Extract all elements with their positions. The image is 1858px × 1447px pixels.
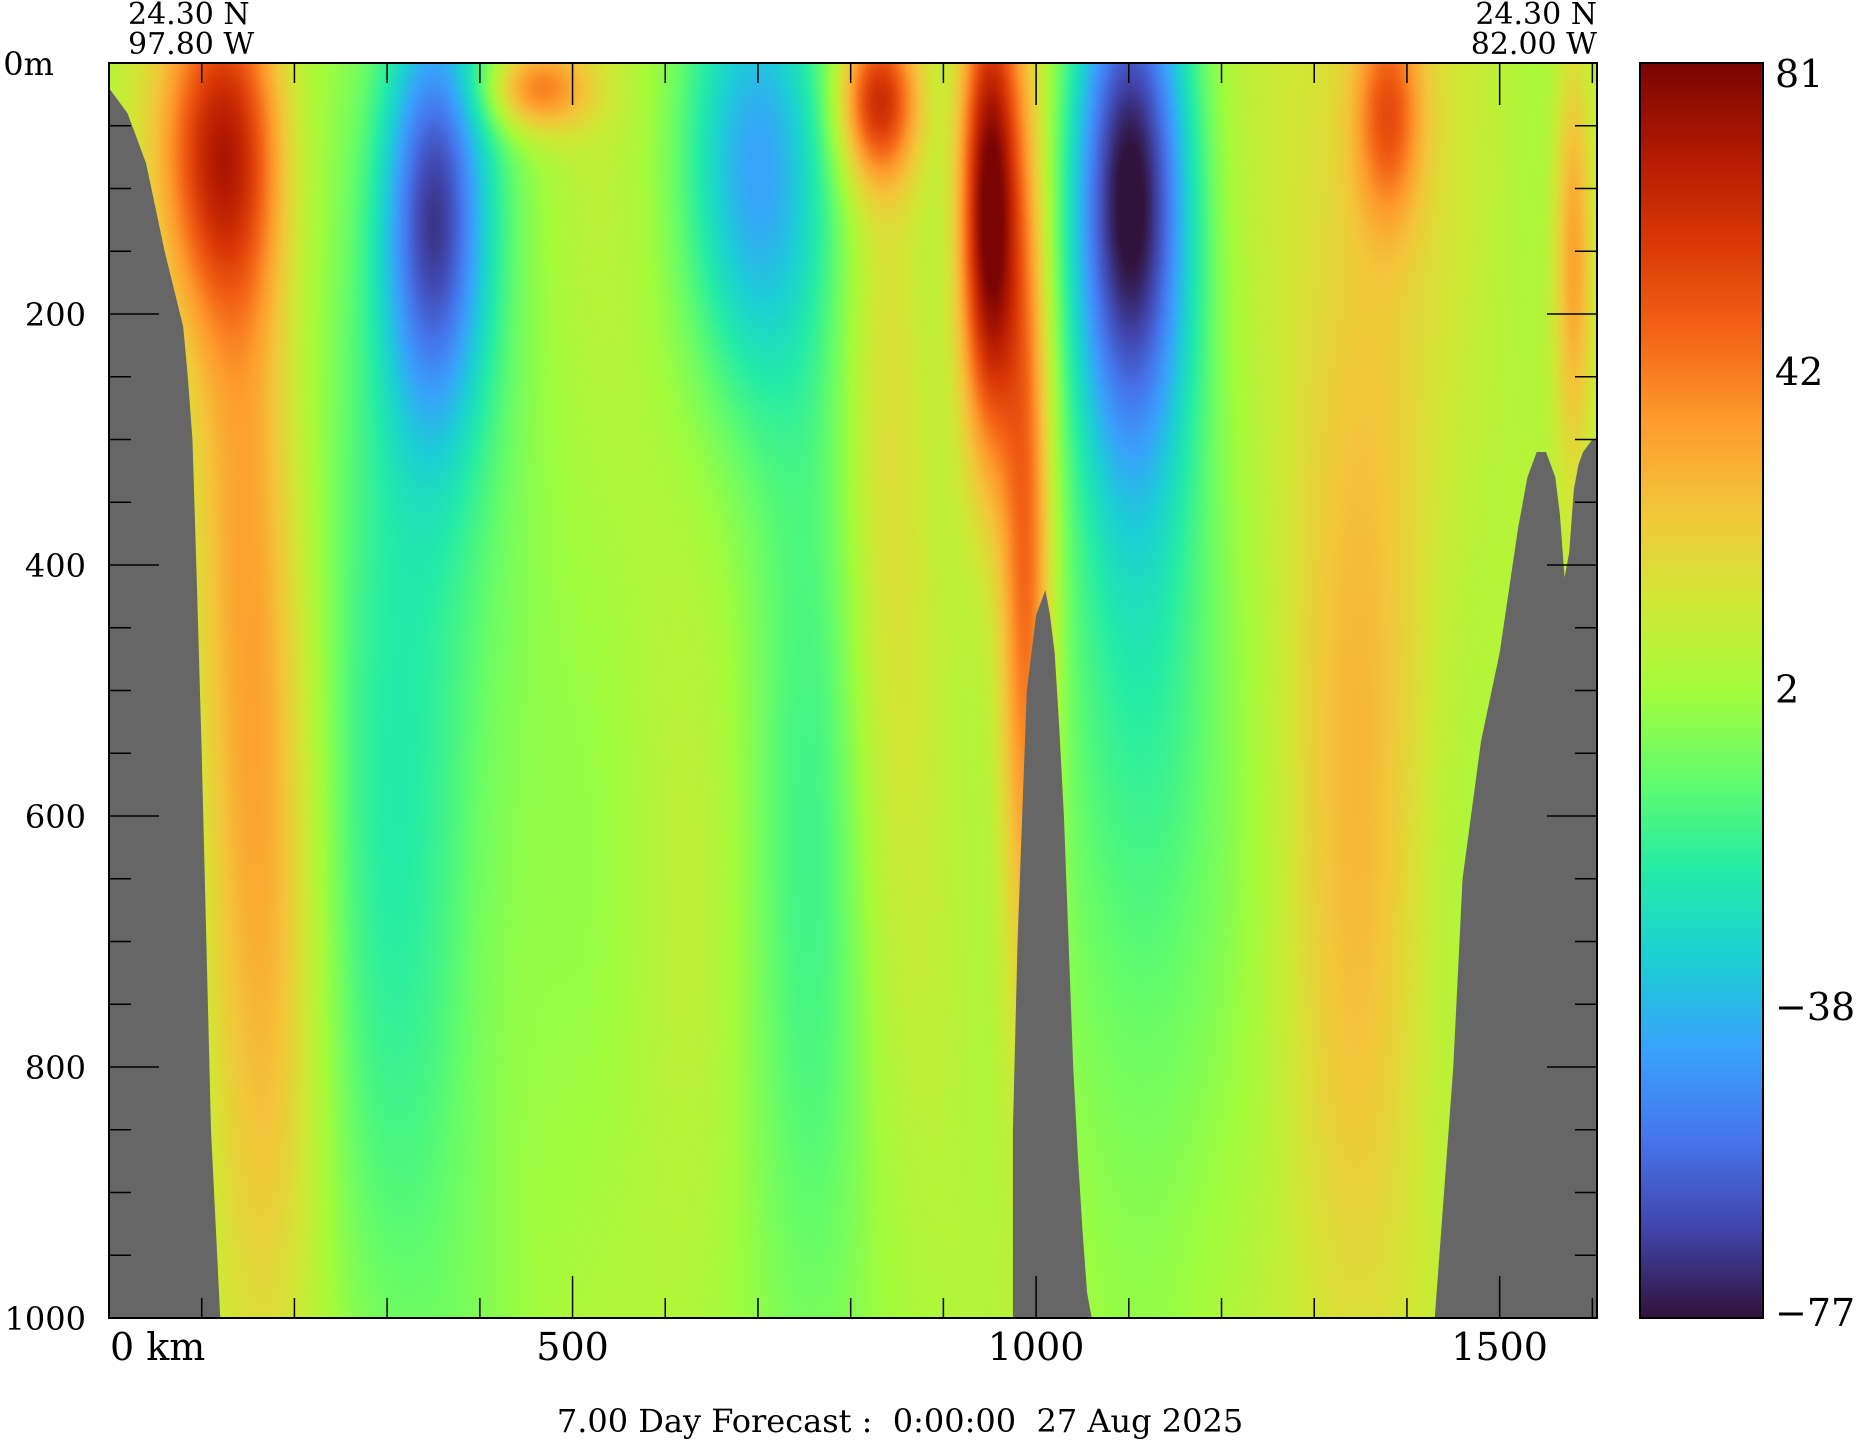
bathymetry-land — [109, 88, 1597, 1318]
depth-tick-label: 600 — [25, 798, 86, 836]
distance-tick-label: 500 — [536, 1325, 609, 1369]
velocity-field — [109, 63, 1597, 1318]
colorbar-tick-label: 81 — [1775, 52, 1823, 96]
colorbar-tick-label: 42 — [1775, 350, 1823, 394]
colorbar-tick-labels: 81 42 2 −38 −77 — [1775, 52, 1855, 1335]
depth-tick-label: 800 — [25, 1049, 86, 1087]
distance-tick-labels: 500 1000 1500 — [536, 1325, 1548, 1369]
distance-tick-label: 1500 — [1451, 1325, 1548, 1369]
depth-tick-labels: 200 400 600 800 1000 — [5, 296, 86, 1338]
colorbar-tick-label: −77 — [1775, 1291, 1855, 1335]
distance-unit-label: 0 km — [110, 1325, 205, 1369]
corner-left-lon: 97.80 W — [128, 27, 254, 62]
corner-right-lat: 24.30 N — [1475, 0, 1597, 32]
depth-unit-label: 0m — [3, 45, 54, 83]
colorbar — [1639, 62, 1764, 1319]
distance-tick-label: 1000 — [988, 1325, 1085, 1369]
depth-tick-label: 400 — [25, 547, 86, 585]
axis-ticks — [109, 63, 1597, 1318]
colorbar-tick-label: 2 — [1775, 668, 1799, 712]
forecast-footer: 7.00 Day Forecast : 0:00:00 27 Aug 2025 — [557, 1402, 1243, 1440]
corner-right-lon: 82.00 W — [1471, 27, 1597, 62]
corner-left-lat: 24.30 N — [128, 0, 250, 32]
colorbar-tick-label: −38 — [1775, 985, 1855, 1029]
depth-tick-label: 1000 — [5, 1300, 86, 1338]
depth-tick-label: 200 — [25, 296, 86, 334]
